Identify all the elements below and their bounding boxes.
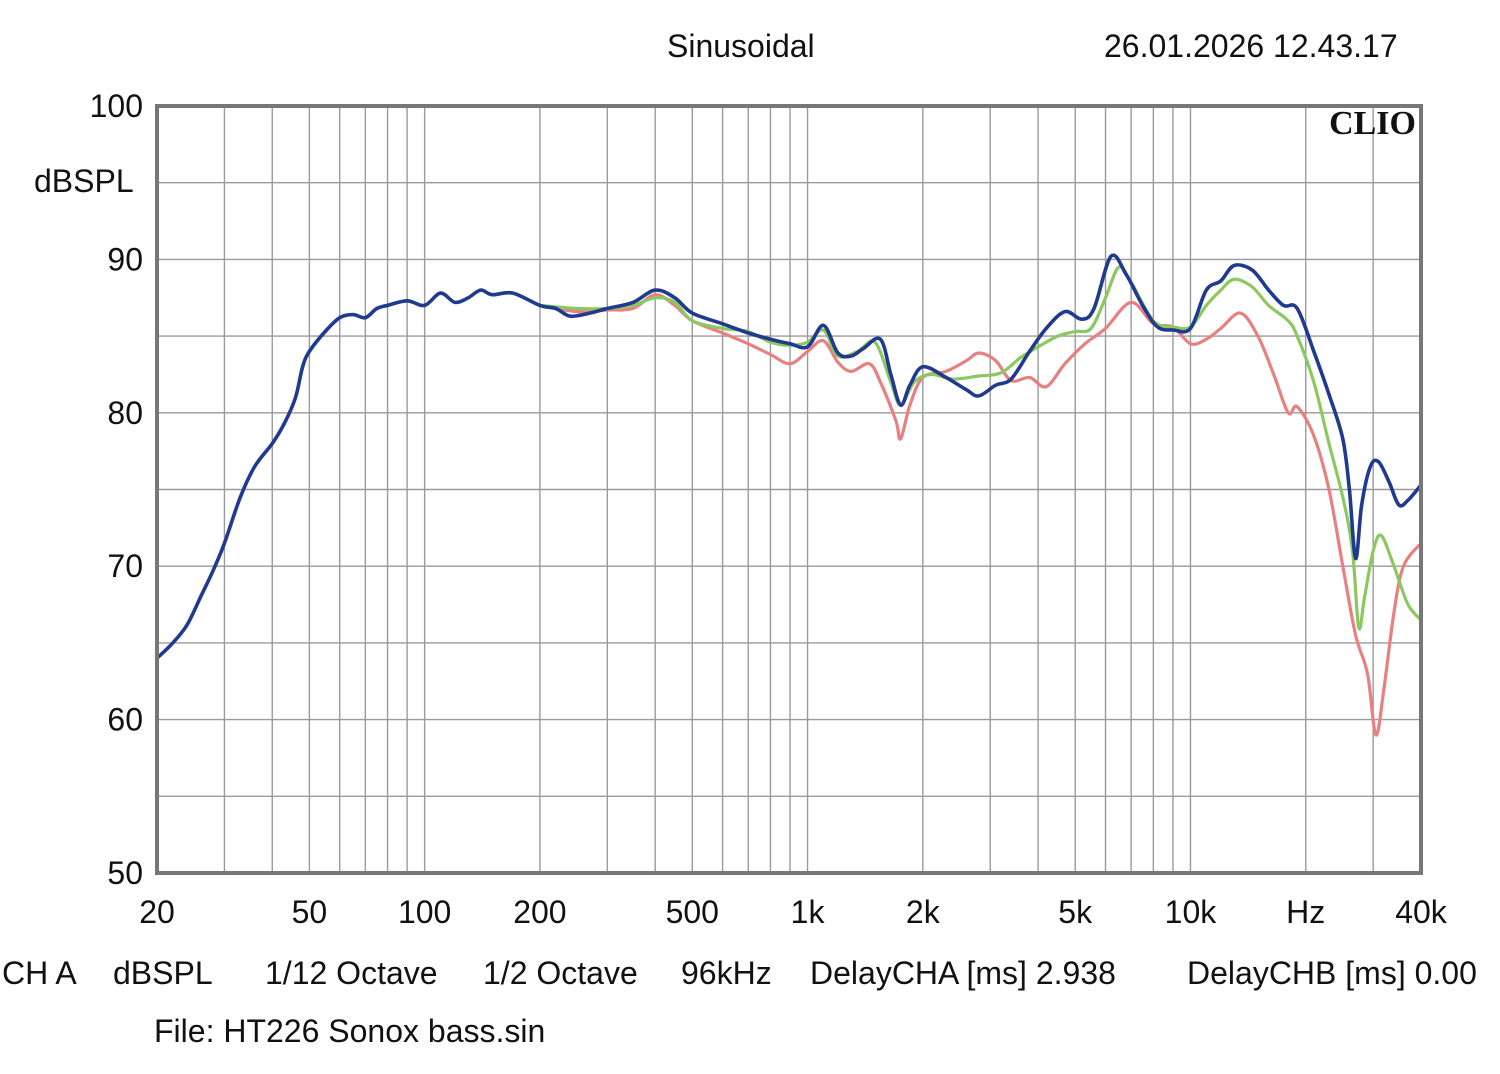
y-tick-label: 90 xyxy=(107,241,143,277)
x-tick-label: 50 xyxy=(292,894,328,930)
x-tick-label: Hz xyxy=(1286,894,1325,930)
unit-label: dBSPL xyxy=(113,955,213,991)
x-tick-label: 500 xyxy=(666,894,719,930)
x-tick-label: 100 xyxy=(398,894,451,930)
series-line-green xyxy=(538,265,1423,631)
series-group xyxy=(155,253,1423,737)
plot-frame xyxy=(155,104,1423,875)
file-label: File: HT226 Sonox bass.sin xyxy=(154,1013,546,1049)
x-tick-label: 20 xyxy=(139,894,175,930)
x-tick-label: 1k xyxy=(791,894,826,930)
y-tick-label: 80 xyxy=(107,395,143,431)
chart-title: Sinusoidal xyxy=(667,28,815,64)
y-tick-label: 100 xyxy=(90,88,143,124)
x-tick-labels: 20 50 100 200 500 1k 2k 5k 10k Hz 40k xyxy=(139,894,1448,930)
x-tick-label: 10k xyxy=(1165,894,1218,930)
y-tick-label: 70 xyxy=(107,548,143,584)
delay-chb-label: DelayCHB [ms] 0.00 xyxy=(1187,955,1477,991)
y-tick-label: 60 xyxy=(107,702,143,738)
y-axis-label: dBSPL xyxy=(34,163,134,199)
smoothing-label: 1/12 Octave xyxy=(265,955,438,991)
series-line-red xyxy=(538,293,1423,737)
x-tick-label: 200 xyxy=(513,894,566,930)
channel-label: CH A xyxy=(2,955,77,991)
delay-cha-label: DelayCHA [ms] 2.938 xyxy=(810,955,1116,991)
smoothing2-label: 1/2 Octave xyxy=(483,955,638,991)
x-tick-label: 5k xyxy=(1058,894,1093,930)
y-tick-label: 50 xyxy=(107,855,143,891)
x-tick-label: 40k xyxy=(1395,894,1448,930)
grid xyxy=(157,106,1421,873)
x-tick-label: 2k xyxy=(906,894,941,930)
timestamp: 26.01.2026 12.43.17 xyxy=(1104,28,1398,64)
y-tick-labels: 50 60 70 80 90 100 xyxy=(90,88,143,891)
clio-logo: CLIO xyxy=(1329,105,1416,142)
series-line-blue xyxy=(155,253,1423,660)
sample-rate-label: 96kHz xyxy=(681,955,772,991)
